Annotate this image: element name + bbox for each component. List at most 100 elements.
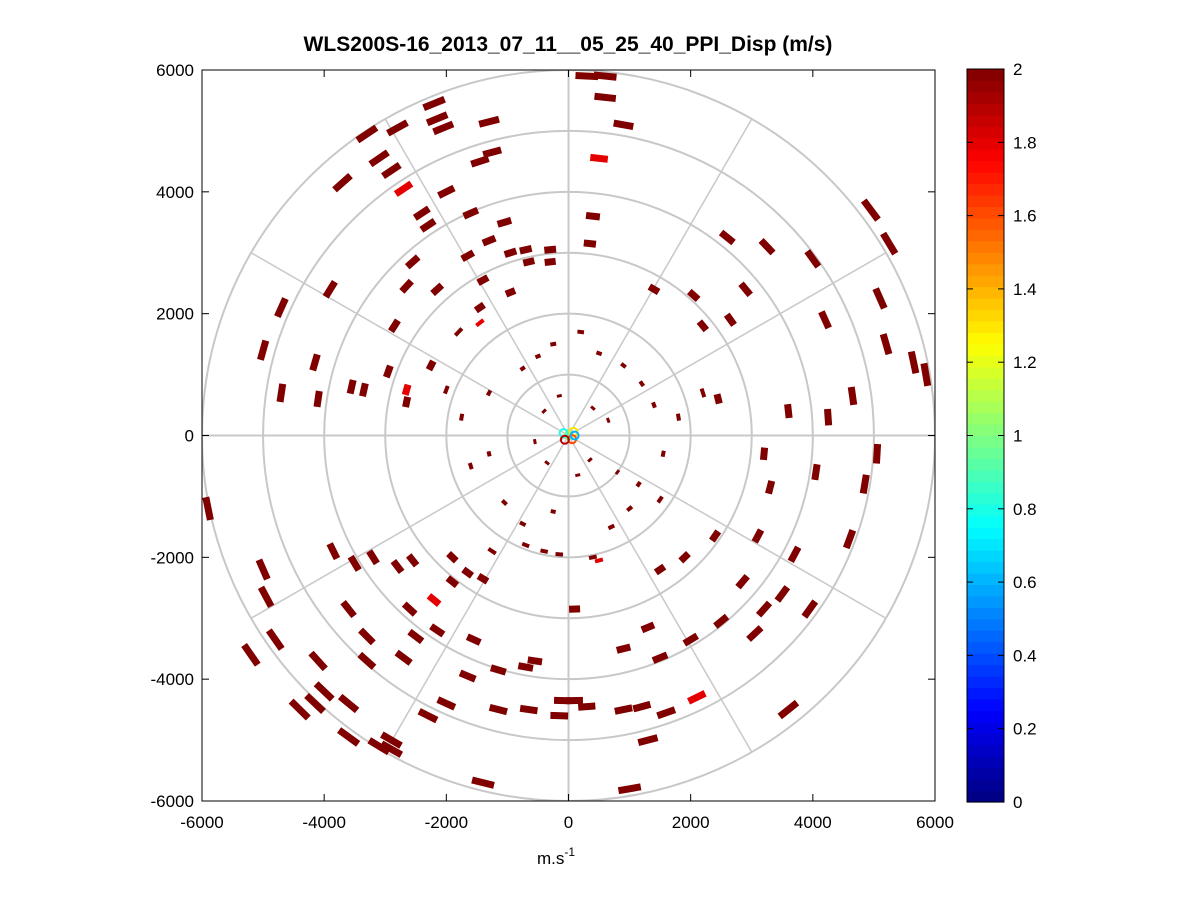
colorbar-band: [967, 595, 1004, 608]
data-mark-63: [723, 312, 737, 327]
data-mark-24: [481, 234, 497, 247]
colorbar-tick-label: 1: [1013, 427, 1022, 446]
colorbar-band: [967, 286, 1004, 299]
data-mark-187: [559, 434, 570, 445]
data-mark-149: [594, 557, 604, 564]
colorbar-band: [967, 366, 1004, 379]
colorbar-tick-label: 1.4: [1013, 280, 1037, 299]
data-mark-52: [402, 396, 412, 408]
colorbar-band: [967, 550, 1004, 563]
data-mark-174: [675, 413, 682, 421]
colorbar-band: [967, 309, 1004, 322]
data-mark-48: [346, 379, 357, 395]
colorbar-band: [967, 172, 1004, 185]
colorbar-band: [967, 641, 1004, 654]
data-mark-114: [417, 708, 439, 724]
data-mark-77: [859, 474, 870, 495]
polar-spoke-30: [568, 252, 887, 437]
y-tick-label: -2000: [151, 548, 194, 567]
data-mark-42: [257, 339, 270, 361]
data-mark-136: [288, 698, 311, 721]
x-tick-label: 4000: [794, 813, 832, 832]
colorbar-tick-label: 0.2: [1013, 720, 1037, 739]
colorbar-tick-label: 1.6: [1013, 207, 1037, 226]
data-mark-81: [787, 545, 802, 564]
colorbar-tick-label: 1.8: [1013, 133, 1037, 152]
data-mark-43: [309, 353, 321, 372]
colorbar-band: [967, 721, 1004, 734]
data-mark-94: [777, 699, 800, 720]
colorbar-band: [967, 206, 1004, 219]
data-mark-101: [568, 605, 581, 613]
data-mark-108: [519, 704, 538, 715]
colorbar-band: [967, 469, 1004, 482]
data-mark-25: [404, 254, 421, 270]
colorbar-band: [967, 618, 1004, 631]
x-tick-label: -4000: [302, 813, 345, 832]
data-mark-127: [487, 547, 497, 556]
data-mark-89: [640, 621, 656, 634]
data-mark-177: [541, 408, 547, 414]
data-mark-179: [544, 460, 550, 466]
data-mark-122: [405, 553, 420, 568]
data-mark-18: [393, 180, 414, 197]
data-mark-134: [337, 693, 360, 714]
data-mark-7: [422, 96, 446, 111]
data-mark-118: [401, 601, 418, 617]
y-tick-label: 6000: [156, 61, 194, 80]
colorbar-band: [967, 389, 1004, 402]
colorbar-band: [967, 80, 1004, 93]
data-mark-87: [801, 599, 819, 619]
data-mark-117: [426, 593, 442, 607]
colorbar-band: [967, 561, 1004, 574]
data-mark-144: [367, 737, 391, 756]
data-mark-113: [436, 696, 457, 711]
data-mark-166: [620, 362, 627, 369]
colorbar-band: [967, 103, 1004, 116]
data-mark-12: [386, 119, 409, 137]
data-mark-83: [653, 563, 667, 576]
colorbar-band: [967, 744, 1004, 757]
data-mark-167: [638, 380, 646, 388]
data-mark-152: [555, 552, 564, 557]
data-mark-104: [577, 702, 596, 711]
polar-spoke-60: [567, 118, 753, 436]
data-mark-153: [626, 505, 634, 513]
colorbar-band: [967, 733, 1004, 746]
data-mark-53: [860, 198, 881, 222]
data-mark-92: [615, 643, 632, 654]
colorbar-band: [967, 698, 1004, 711]
colorbar-tick-label: 0.4: [1013, 646, 1037, 665]
x-tick-label: -2000: [425, 813, 468, 832]
data-mark-78: [842, 529, 857, 550]
data-mark-82: [678, 551, 691, 564]
data-mark-79: [709, 529, 722, 543]
colorbar-tick-label: 2: [1013, 60, 1022, 79]
data-mark-8: [425, 111, 449, 127]
data-mark-69: [784, 403, 793, 419]
data-mark-123: [446, 551, 459, 564]
data-mark-86: [755, 600, 773, 618]
polar-spoke-300: [567, 435, 753, 753]
data-mark-185: [558, 428, 569, 439]
data-mark-9: [432, 120, 455, 136]
data-mark-84: [735, 573, 750, 590]
data-mark-3: [613, 119, 634, 130]
colorbar-band: [967, 538, 1004, 551]
data-mark-32: [399, 278, 414, 294]
colorbar-band: [967, 664, 1004, 677]
data-mark-62: [696, 319, 710, 333]
data-mark-137: [265, 628, 285, 651]
data-mark-165: [595, 350, 603, 357]
data-mark-160: [614, 469, 621, 476]
colorbar-ticks: 0 0.2 0.4 0.6 0.8 1 1.2 1.4 1.6 1.8 2: [967, 60, 1037, 812]
data-mark-140: [255, 558, 271, 581]
x-axis-label-unit: m.s: [537, 849, 564, 868]
polar-spoke-240: [384, 435, 570, 753]
data-mark-45: [425, 359, 437, 372]
data-mark-115: [471, 776, 495, 789]
colorbar-band: [967, 194, 1004, 208]
data-mark-163: [550, 341, 557, 347]
data-mark-109: [489, 664, 507, 676]
data-mark-60: [738, 281, 753, 298]
